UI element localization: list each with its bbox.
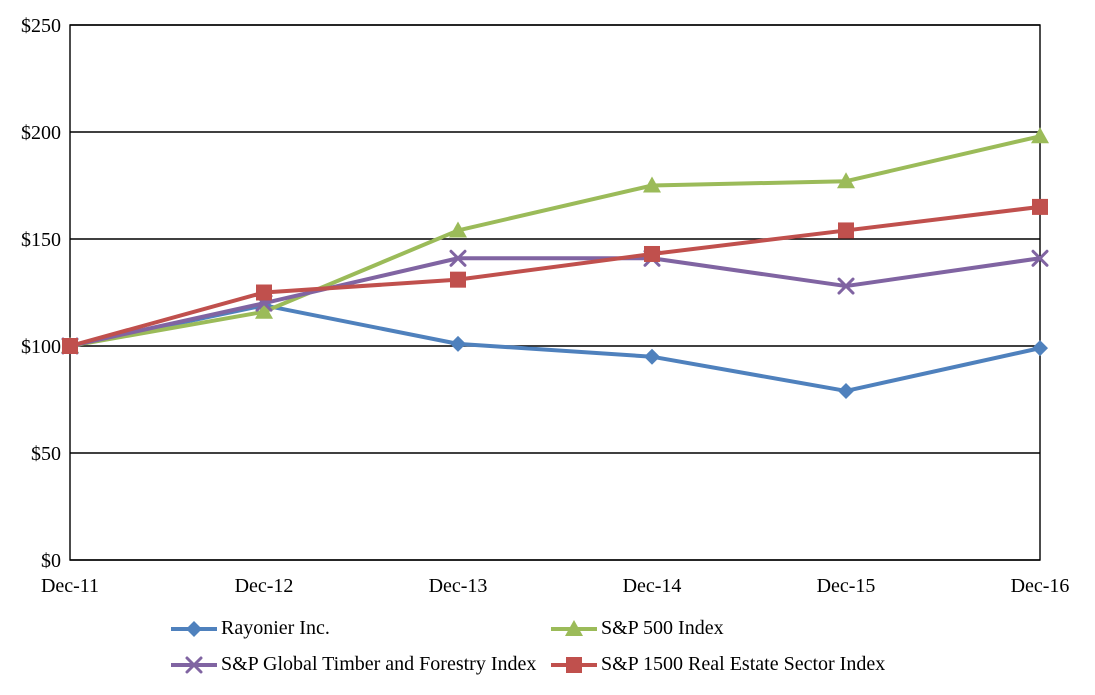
series-marker-rayonier-inc <box>1032 340 1048 357</box>
series-marker-rayonier-inc <box>644 348 660 365</box>
y-axis-tick-label: $50 <box>31 443 61 465</box>
series-marker-s-p-500-index <box>643 176 661 193</box>
series-line-s-p-500-index <box>68 134 1042 348</box>
x-marker-icon <box>171 656 217 673</box>
legend-item-rayonier-inc: Rayonier Inc. <box>170 617 550 640</box>
legend-label: Rayonier Inc. <box>221 617 330 639</box>
legend-item-sp-500-index: S&P 500 Index <box>550 617 885 640</box>
x-axis-tick-label: Dec-15 <box>817 575 876 597</box>
series-marker-s-p-1500-real-estate-sector-index <box>62 338 78 354</box>
series-marker-s-p-1500-real-estate-sector-index <box>1032 198 1048 215</box>
legend-item-sp-global-timber-forestry: S&P Global Timber and Forestry Index <box>170 653 550 676</box>
series-marker-rayonier-inc <box>838 382 854 399</box>
series-line-s-p-1500-real-estate-sector-index <box>68 204 1042 348</box>
series-line-rayonier-inc <box>68 303 1042 393</box>
plot-border <box>69 24 1041 561</box>
legend-label: S&P 500 Index <box>601 617 724 639</box>
series-marker-s-p-1500-real-estate-sector-index <box>450 271 466 288</box>
series-marker-s-p-global-timber-and-forestry-index <box>1031 249 1049 267</box>
triangle-marker-icon <box>551 619 597 636</box>
series-marker-s-p-500-index <box>837 172 855 189</box>
series-marker-s-p-global-timber-and-forestry-index <box>449 249 467 267</box>
y-axis-tick-label: $150 <box>21 229 61 251</box>
series-marker-s-p-500-index <box>449 221 467 238</box>
x-axis-tick-label: Dec-13 <box>429 575 488 597</box>
chart-legend: Rayonier Inc. S&P 500 Index S&P Global T… <box>170 617 885 676</box>
y-axis-tick-label: $250 <box>21 15 61 37</box>
x-axis-tick-label: Dec-12 <box>235 575 294 597</box>
legend-key-marker-rayonier-inc <box>186 620 202 637</box>
legend-key-marker-s-p-global-timber-and-forestry-index <box>185 656 203 673</box>
series-marker-s-p-global-timber-and-forestry-index <box>837 277 855 295</box>
square-marker-icon <box>551 656 597 673</box>
series-line-s-p-global-timber-and-forestry-index <box>68 256 1042 348</box>
series-marker-s-p-500-index <box>1031 127 1049 144</box>
y-axis-tick-label: $100 <box>21 336 61 358</box>
series-marker-rayonier-inc <box>450 335 466 352</box>
y-axis-tick-label: $0 <box>41 550 61 572</box>
diamond-marker-icon <box>171 620 217 637</box>
legend-key-marker-s-p-1500-real-estate-sector-index <box>566 656 582 673</box>
y-axis-tick-label: $200 <box>21 122 61 144</box>
legend-label: S&P 1500 Real Estate Sector Index <box>601 653 886 675</box>
series-marker-s-p-1500-real-estate-sector-index <box>838 222 854 239</box>
series-marker-s-p-1500-real-estate-sector-index <box>256 284 272 301</box>
series-marker-s-p-500-index <box>255 302 273 319</box>
legend-item-sp-1500-real-estate: S&P 1500 Real Estate Sector Index <box>550 653 885 676</box>
legend-key-marker-s-p-500-index <box>565 619 583 636</box>
legend-label: S&P Global Timber and Forestry Index <box>221 653 537 675</box>
series-marker-s-p-1500-real-estate-sector-index <box>644 245 660 262</box>
x-axis-tick-label: Dec-16 <box>1011 575 1070 597</box>
x-axis-tick-label: Dec-14 <box>623 575 682 597</box>
x-axis-tick-label: Dec-11 <box>41 575 99 597</box>
